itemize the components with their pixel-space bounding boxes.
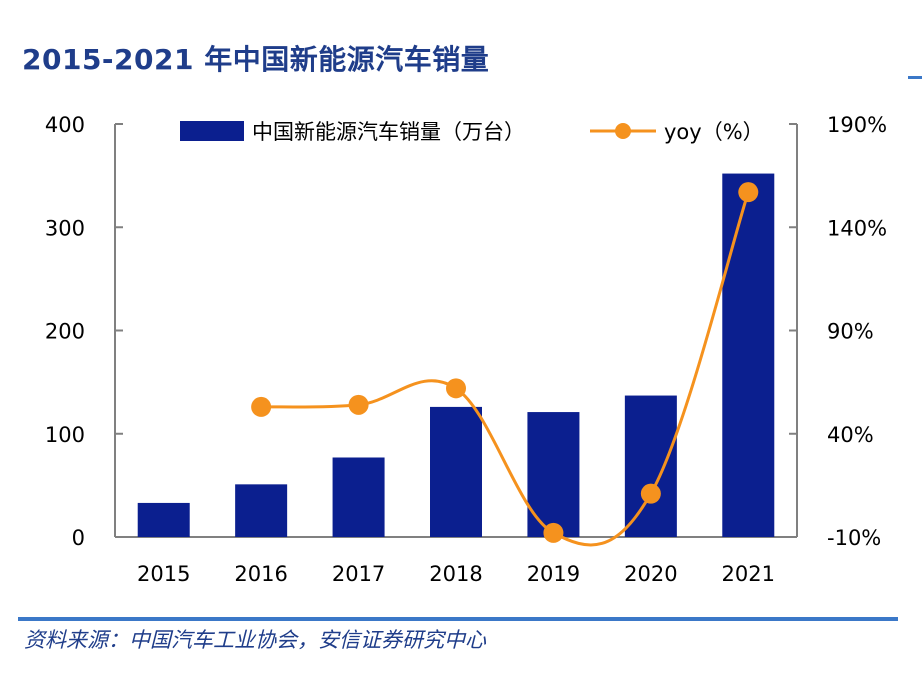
yoy-point-2020 [640, 483, 661, 504]
bar-2021 [722, 173, 775, 537]
right-tick-label: 190% [827, 113, 887, 137]
legend-line-marker [615, 123, 631, 139]
right-tick-label: 40% [827, 423, 874, 447]
left-tick-label: 100 [45, 423, 85, 447]
yoy-point-2019 [543, 522, 564, 543]
x-tick-label-2015: 2015 [137, 562, 190, 586]
chart: 0 100 200 300 400 -10% 40% 90% 140% 190% 2015 2016… [45, 113, 887, 586]
legend-line-label: yoy（%） [664, 120, 764, 144]
bar-2017 [332, 457, 385, 537]
left-tick-label: 200 [45, 320, 85, 344]
source-divider [18, 617, 898, 621]
bar-2020 [624, 395, 677, 537]
x-tick-label-2019: 2019 [527, 562, 580, 586]
yoy-point-2017 [348, 394, 369, 415]
source-note: 资料来源：中国汽车工业协会，安信证券研究中心 [24, 628, 486, 652]
legend-bar-label: 中国新能源汽车销量（万台） [252, 120, 525, 144]
chart-title: 2015-2021 年中国新能源汽车销量 [22, 43, 490, 76]
yoy-point-2016 [251, 396, 272, 417]
left-tick-label: 400 [45, 113, 85, 137]
yoy-point-2018 [446, 378, 466, 399]
x-tick-label-2016: 2016 [234, 562, 287, 586]
x-tick-label-2020: 2020 [624, 562, 677, 586]
bar-series [137, 173, 775, 537]
x-tick-labels: 2015 2016 2017 2018 2019 2020 2021 [137, 562, 775, 586]
yoy-line-series [251, 182, 759, 547]
right-tick-label: 90% [827, 320, 874, 344]
bar-2019 [527, 412, 580, 537]
title-accent-rule [908, 76, 922, 79]
x-tick-label-2017: 2017 [332, 562, 385, 586]
right-tick-label: 140% [827, 216, 887, 240]
x-tick-label-2018: 2018 [429, 562, 482, 586]
yoy-point-2021 [738, 182, 759, 203]
bar-2015 [137, 502, 190, 537]
bar-2016 [235, 484, 288, 537]
left-tick-label: 0 [72, 526, 85, 550]
legend: 中国新能源汽车销量（万台） yoy（%） [180, 120, 764, 144]
legend-bar-swatch [180, 121, 244, 141]
bar-2018 [430, 406, 482, 537]
axes: 0 100 200 300 400 -10% 40% 90% 140% 190% [45, 113, 887, 550]
right-tick-label: -10% [827, 526, 881, 550]
x-tick-label-2021: 2021 [722, 562, 775, 586]
left-tick-label: 300 [45, 216, 85, 240]
